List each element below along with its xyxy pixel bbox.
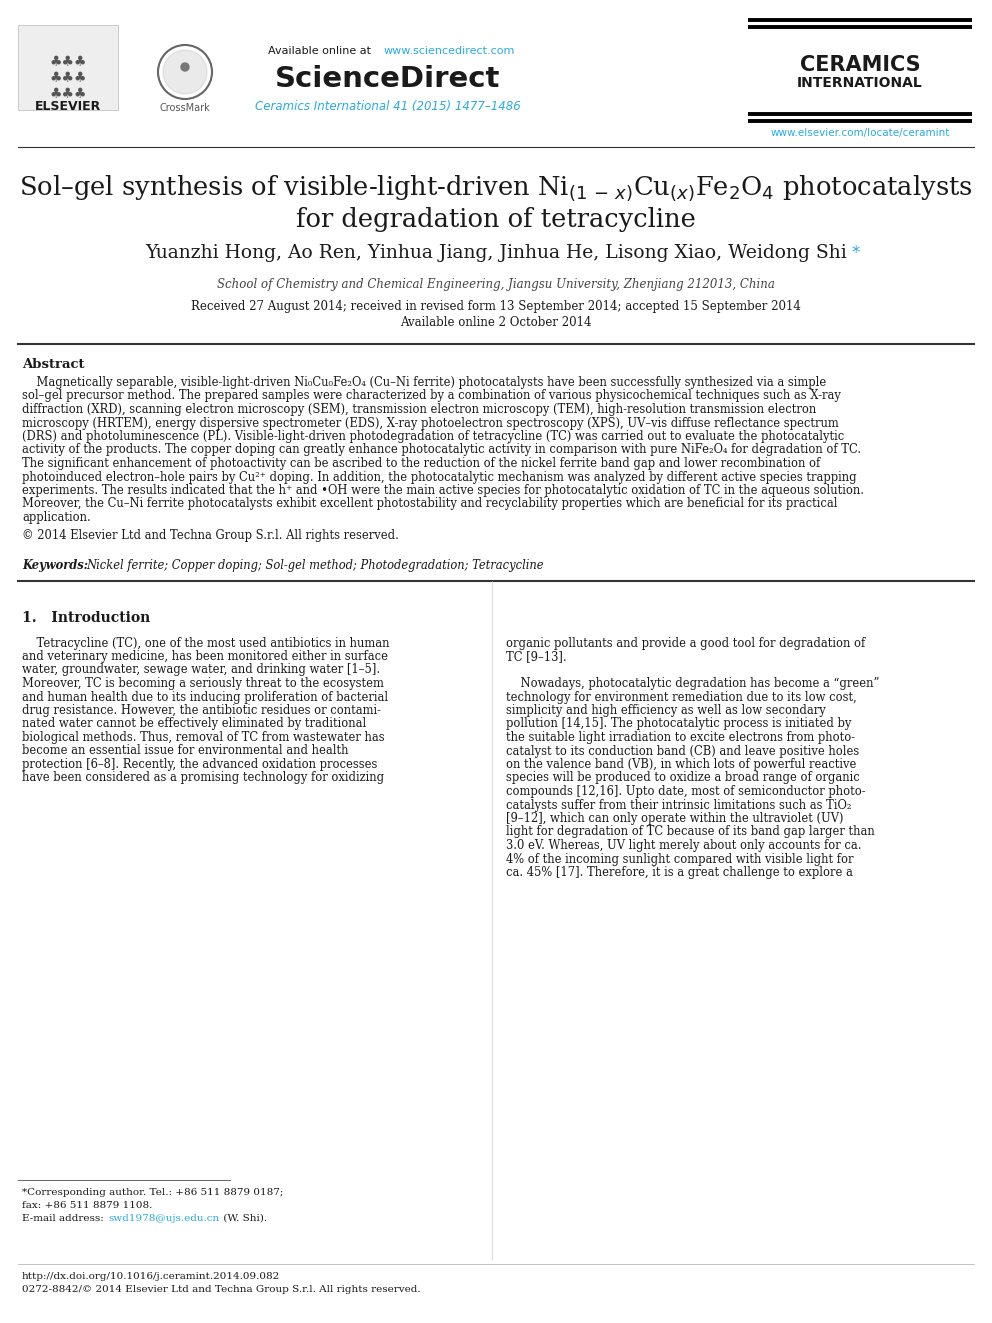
Text: Ceramics International 41 (2015) 1477–1486: Ceramics International 41 (2015) 1477–14… [255,101,521,112]
Text: CERAMICS: CERAMICS [800,56,921,75]
Text: have been considered as a promising technology for oxidizing: have been considered as a promising tech… [22,771,384,785]
Text: Yuanzhi Hong, Ao Ren, Yinhua Jiang, Jinhua He, Lisong Xiao, Weidong Shi: Yuanzhi Hong, Ao Ren, Yinhua Jiang, Jinh… [145,243,847,262]
Text: microscopy (HRTEM), energy dispersive spectrometer (EDS), X-ray photoelectron sp: microscopy (HRTEM), energy dispersive sp… [22,417,839,430]
Bar [18,25,118,110]
Text: *: * [851,243,859,262]
Text: and veterinary medicine, has been monitored either in surface: and veterinary medicine, has been monito… [22,650,388,663]
Text: Available online at: Available online at [268,46,375,56]
Text: ELSEVIER: ELSEVIER [35,101,101,112]
Text: 4% of the incoming sunlight compared with visible light for: 4% of the incoming sunlight compared wit… [506,852,853,865]
Text: INTERNATIONAL: INTERNATIONAL [798,75,923,90]
Text: CrossMark: CrossMark [160,103,210,112]
Text: ScienceDirect: ScienceDirect [276,65,501,93]
Text: 3.0 eV. Whereas, UV light merely about only accounts for ca.: 3.0 eV. Whereas, UV light merely about o… [506,839,861,852]
Text: Available online 2 October 2014: Available online 2 October 2014 [400,316,592,329]
Text: become an essential issue for environmental and health: become an essential issue for environmen… [22,745,348,758]
Text: on the valence band (VB), in which lots of powerful reactive: on the valence band (VB), in which lots … [506,758,856,771]
Text: sol–gel precursor method. The prepared samples were characterized by a combinati: sol–gel precursor method. The prepared s… [22,389,841,402]
Text: technology for environment remediation due to its low cost,: technology for environment remediation d… [506,691,857,704]
Text: School of Chemistry and Chemical Engineering, Jiangsu University, Zhenjiang 2120: School of Chemistry and Chemical Enginee… [217,278,775,291]
Text: biological methods. Thus, removal of TC from wastewater has: biological methods. Thus, removal of TC … [22,732,385,744]
Text: ca. 45% [17]. Therefore, it is a great challenge to explore a: ca. 45% [17]. Therefore, it is a great c… [506,867,853,878]
Text: nated water cannot be effectively eliminated by traditional: nated water cannot be effectively elimin… [22,717,366,730]
Text: ♣♣♣
♣♣♣
♣♣♣: ♣♣♣ ♣♣♣ ♣♣♣ [50,56,86,102]
Text: (W. Shi).: (W. Shi). [220,1215,267,1222]
Text: 1.   Introduction: 1. Introduction [22,610,150,624]
Text: www.sciencedirect.com: www.sciencedirect.com [384,46,516,56]
Text: experiments. The results indicated that the h⁺ and •OH were the main active spec: experiments. The results indicated that … [22,484,864,497]
Text: E-mail address:: E-mail address: [22,1215,107,1222]
Text: the suitable light irradiation to excite electrons from photo-: the suitable light irradiation to excite… [506,732,855,744]
Text: Sol–gel synthesis of visible-light-driven Ni$_{(1\,-\,x)}$Cu$_{(x)}$Fe$_2$O$_4$ : Sol–gel synthesis of visible-light-drive… [19,173,973,202]
Text: www.elsevier.com/locate/ceramint: www.elsevier.com/locate/ceramint [771,128,949,138]
Text: and human health due to its inducing proliferation of bacterial: and human health due to its inducing pro… [22,691,388,704]
Text: Nickel ferrite; Copper doping; Sol-gel method; Photodegradation; Tetracycline: Nickel ferrite; Copper doping; Sol-gel m… [86,558,544,572]
Text: light for degradation of TC because of its band gap larger than: light for degradation of TC because of i… [506,826,875,839]
Text: organic pollutants and provide a good tool for degradation of: organic pollutants and provide a good to… [506,636,865,650]
Text: compounds [12,16]. Upto date, most of semiconductor photo-: compounds [12,16]. Upto date, most of se… [506,785,866,798]
Text: catalyst to its conduction band (CB) and leave positive holes: catalyst to its conduction band (CB) and… [506,745,859,758]
Text: water, groundwater, sewage water, and drinking water [1–5].: water, groundwater, sewage water, and dr… [22,664,380,676]
Text: Moreover, the Cu–Ni ferrite photocatalysts exhibit excellent photostability and : Moreover, the Cu–Ni ferrite photocatalys… [22,497,837,511]
Text: drug resistance. However, the antibiotic residues or contami-: drug resistance. However, the antibiotic… [22,704,381,717]
Text: protection [6–8]. Recently, the advanced oxidation processes: protection [6–8]. Recently, the advanced… [22,758,377,771]
Text: Tetracycline (TC), one of the most used antibiotics in human: Tetracycline (TC), one of the most used … [22,636,390,650]
Text: Magnetically separable, visible-light-driven Ni₀Cu₀Fe₂O₄ (Cu–Ni ferrite) photoca: Magnetically separable, visible-light-dr… [22,376,826,389]
Text: 0272-8842/© 2014 Elsevier Ltd and Techna Group S.r.l. All rights reserved.: 0272-8842/© 2014 Elsevier Ltd and Techna… [22,1285,421,1294]
Text: Received 27 August 2014; received in revised form 13 September 2014; accepted 15: Received 27 August 2014; received in rev… [191,300,801,314]
Text: The significant enhancement of photoactivity can be ascribed to the reduction of: The significant enhancement of photoacti… [22,456,820,470]
Text: Abstract: Abstract [22,359,84,370]
Text: species will be produced to oxidize a broad range of organic: species will be produced to oxidize a br… [506,771,860,785]
Text: activity of the products. The copper doping can greatly enhance photocatalytic a: activity of the products. The copper dop… [22,443,861,456]
Text: catalysts suffer from their intrinsic limitations such as TiO₂: catalysts suffer from their intrinsic li… [506,799,851,811]
Text: pollution [14,15]. The photocatalytic process is initiated by: pollution [14,15]. The photocatalytic pr… [506,717,851,730]
Text: simplicity and high efficiency as well as low secondary: simplicity and high efficiency as well a… [506,704,825,717]
Circle shape [181,64,189,71]
Text: [9–12], which can only operate within the ultraviolet (UV): [9–12], which can only operate within th… [506,812,843,826]
Text: Moreover, TC is becoming a seriously threat to the ecosystem: Moreover, TC is becoming a seriously thr… [22,677,384,691]
Text: Nowadays, photocatalytic degradation has become a “green”: Nowadays, photocatalytic degradation has… [506,677,879,691]
Text: application.: application. [22,511,90,524]
Text: photoinduced electron–hole pairs by Cu²⁺ doping. In addition, the photocatalytic: photoinduced electron–hole pairs by Cu²⁺… [22,471,857,483]
Text: swd1978@ujs.edu.cn: swd1978@ujs.edu.cn [108,1215,219,1222]
Text: for degradation of tetracycline: for degradation of tetracycline [296,206,696,232]
Circle shape [163,50,207,94]
Text: fax: +86 511 8879 1108.: fax: +86 511 8879 1108. [22,1201,153,1211]
Text: (DRS) and photoluminescence (PL). Visible-light-driven photodegradation of tetra: (DRS) and photoluminescence (PL). Visibl… [22,430,844,443]
Text: diffraction (XRD), scanning electron microscopy (SEM), transmission electron mic: diffraction (XRD), scanning electron mic… [22,404,816,415]
Text: *Corresponding author. Tel.: +86 511 8879 0187;: *Corresponding author. Tel.: +86 511 887… [22,1188,284,1197]
Text: © 2014 Elsevier Ltd and Techna Group S.r.l. All rights reserved.: © 2014 Elsevier Ltd and Techna Group S.r… [22,528,399,541]
Text: TC [9–13].: TC [9–13]. [506,650,566,663]
Text: http://dx.doi.org/10.1016/j.ceramint.2014.09.082: http://dx.doi.org/10.1016/j.ceramint.201… [22,1271,281,1281]
Text: Keywords:: Keywords: [22,558,88,572]
